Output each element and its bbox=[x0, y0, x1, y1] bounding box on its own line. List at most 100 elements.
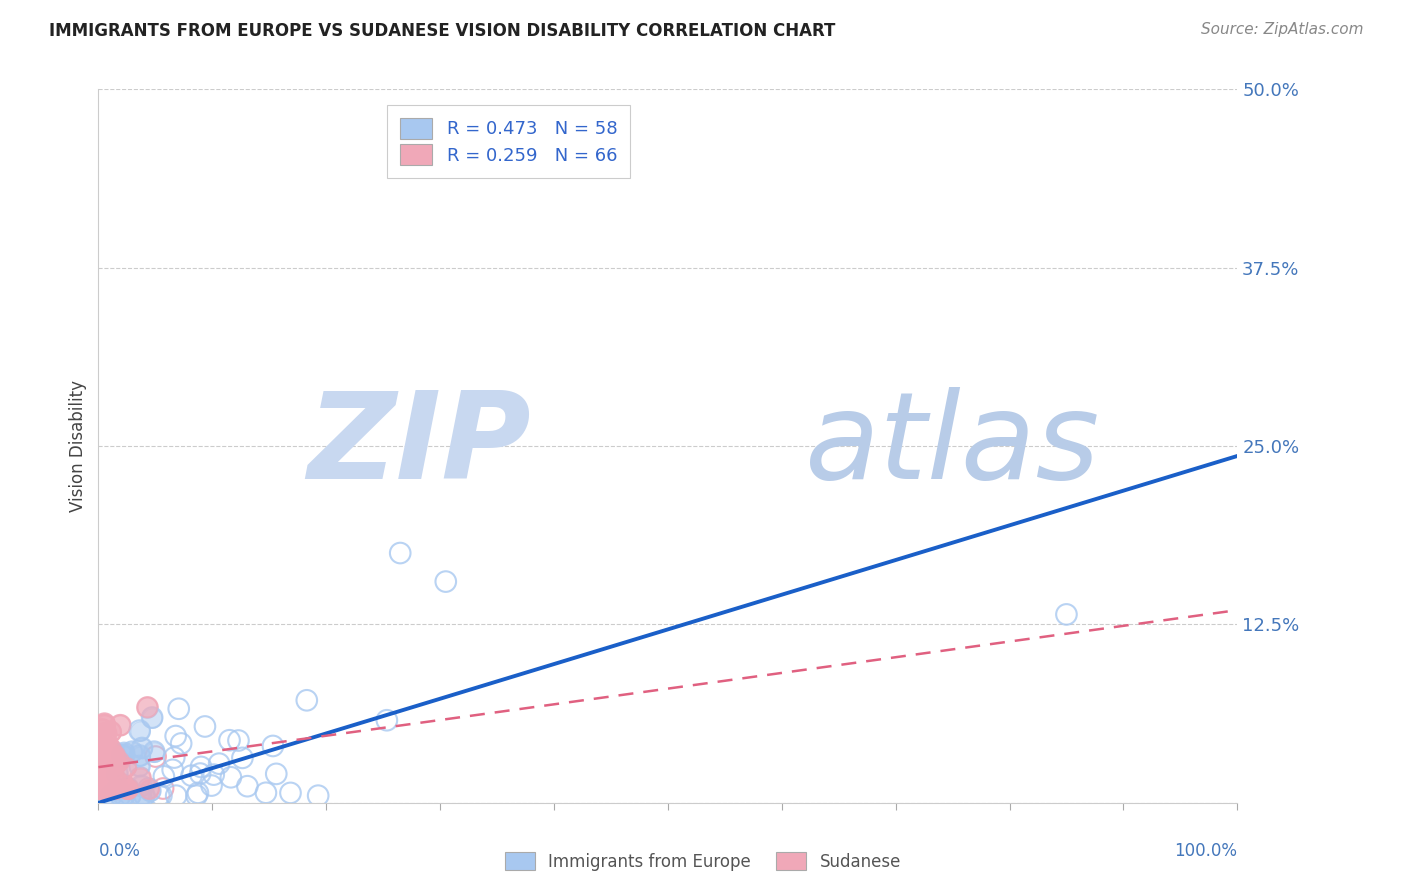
Point bbox=[180, 769, 202, 783]
Text: 0.0%: 0.0% bbox=[98, 842, 141, 860]
Point bbox=[200, 779, 222, 793]
Point bbox=[96, 772, 118, 786]
Text: ZIP: ZIP bbox=[308, 387, 531, 505]
Point bbox=[107, 754, 129, 768]
Point bbox=[131, 779, 153, 793]
Point bbox=[110, 718, 132, 732]
Point bbox=[105, 756, 128, 771]
Point bbox=[389, 546, 412, 560]
Point bbox=[295, 693, 318, 707]
Point bbox=[170, 736, 193, 750]
Point bbox=[202, 767, 225, 781]
Point bbox=[101, 781, 124, 796]
Point bbox=[104, 747, 127, 762]
Point bbox=[87, 758, 110, 772]
Point bbox=[89, 756, 111, 770]
Point bbox=[101, 747, 124, 762]
Point bbox=[107, 782, 129, 797]
Point bbox=[100, 789, 122, 803]
Point bbox=[98, 781, 121, 796]
Point bbox=[96, 735, 118, 749]
Point bbox=[143, 745, 166, 759]
Point bbox=[101, 747, 124, 762]
Point bbox=[93, 718, 115, 732]
Point bbox=[120, 789, 142, 803]
Text: IMMIGRANTS FROM EUROPE VS SUDANESE VISION DISABILITY CORRELATION CHART: IMMIGRANTS FROM EUROPE VS SUDANESE VISIO… bbox=[49, 22, 835, 40]
Point bbox=[90, 764, 112, 778]
Point bbox=[162, 763, 184, 777]
Point bbox=[121, 745, 143, 759]
Point bbox=[280, 786, 302, 800]
Point bbox=[96, 762, 118, 776]
Point bbox=[128, 759, 150, 773]
Point bbox=[101, 781, 124, 796]
Point bbox=[138, 781, 160, 796]
Point bbox=[231, 751, 253, 765]
Point bbox=[89, 772, 111, 786]
Point bbox=[87, 728, 110, 742]
Point bbox=[91, 771, 114, 785]
Point bbox=[139, 784, 162, 798]
Point bbox=[104, 781, 127, 796]
Point bbox=[194, 719, 217, 733]
Point bbox=[165, 789, 187, 803]
Point bbox=[96, 762, 118, 776]
Y-axis label: Vision Disability: Vision Disability bbox=[69, 380, 87, 512]
Point bbox=[101, 762, 124, 776]
Point bbox=[148, 789, 170, 803]
Point bbox=[94, 769, 117, 783]
Point bbox=[104, 772, 127, 787]
Point bbox=[87, 781, 110, 796]
Point bbox=[165, 729, 187, 743]
Point bbox=[100, 724, 122, 739]
Point bbox=[104, 747, 127, 762]
Point bbox=[117, 781, 139, 796]
Point bbox=[208, 756, 231, 771]
Point bbox=[134, 789, 156, 803]
Point bbox=[100, 789, 122, 803]
Point bbox=[100, 742, 122, 756]
Point bbox=[91, 781, 114, 796]
Point bbox=[87, 728, 110, 742]
Point bbox=[112, 789, 135, 803]
Point bbox=[97, 781, 120, 796]
Point bbox=[90, 774, 112, 789]
Point bbox=[97, 781, 120, 796]
Point bbox=[128, 759, 150, 773]
Point bbox=[96, 772, 118, 786]
Point bbox=[100, 742, 122, 756]
Point bbox=[128, 723, 150, 738]
Point bbox=[93, 716, 115, 731]
Point bbox=[121, 745, 143, 759]
Point bbox=[110, 789, 132, 803]
Point bbox=[89, 772, 111, 786]
Point bbox=[101, 781, 124, 796]
Point bbox=[236, 779, 259, 793]
Point bbox=[163, 750, 186, 764]
Point bbox=[89, 767, 111, 781]
Point bbox=[129, 771, 152, 785]
Point bbox=[94, 781, 117, 796]
Point bbox=[307, 789, 329, 803]
Point bbox=[97, 781, 120, 796]
Point bbox=[107, 754, 129, 768]
Point bbox=[228, 733, 250, 747]
Point bbox=[112, 789, 135, 803]
Point bbox=[91, 781, 114, 796]
Point bbox=[103, 781, 125, 796]
Point bbox=[145, 749, 167, 764]
Point bbox=[91, 739, 114, 753]
Point bbox=[87, 747, 110, 761]
Point bbox=[107, 765, 129, 780]
Point bbox=[190, 760, 212, 774]
Point bbox=[117, 781, 139, 796]
Point bbox=[93, 718, 115, 732]
Point bbox=[100, 724, 122, 739]
Point bbox=[89, 781, 111, 796]
Point bbox=[90, 764, 112, 778]
Point bbox=[120, 789, 142, 803]
Point bbox=[103, 781, 125, 796]
Point bbox=[87, 781, 110, 796]
Point bbox=[136, 700, 159, 714]
Point bbox=[91, 723, 114, 737]
